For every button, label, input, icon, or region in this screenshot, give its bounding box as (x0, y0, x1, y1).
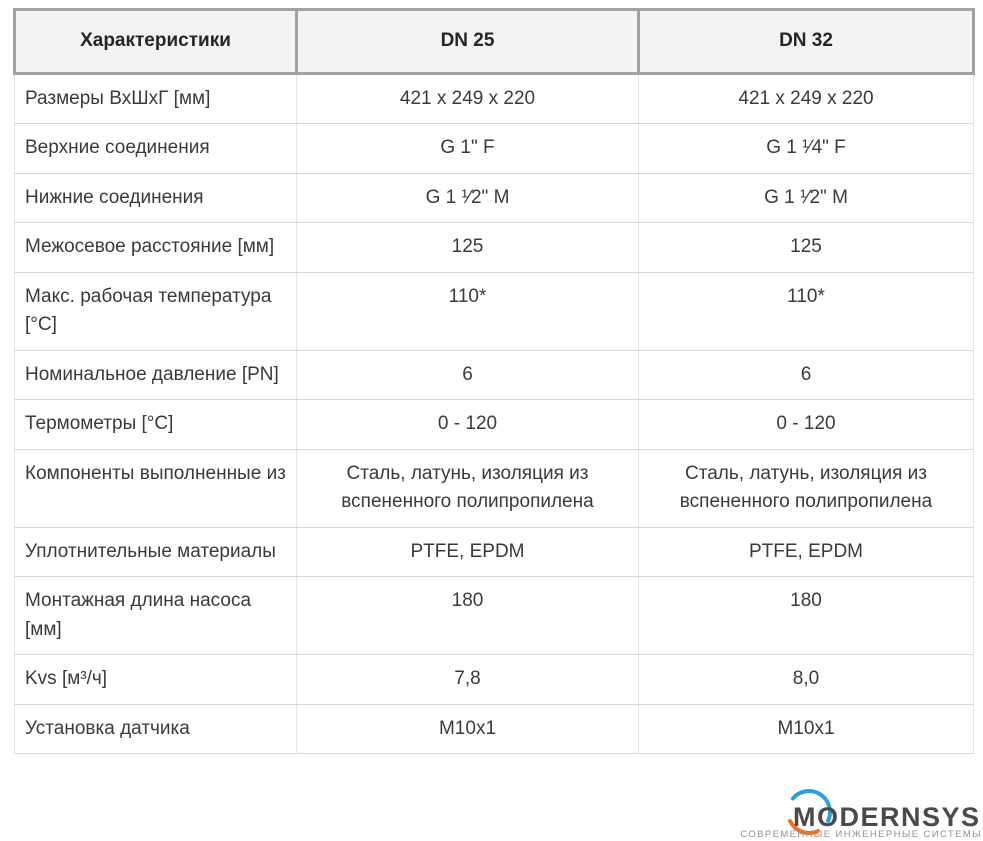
row-label: Макс. рабочая температура [°C] (14, 271, 297, 351)
value-dn25: 0 - 120 (296, 399, 639, 450)
header-cell-dn32: DN 32 (637, 8, 975, 75)
spec-row: Монтажная длина насоса [мм] 180 180 (14, 576, 974, 655)
spec-row: Kvs [м³/ч] 7,8 8,0 (14, 654, 974, 705)
value-dn25: Сталь, латунь, изоляция из вспененного п… (296, 448, 639, 528)
row-label: Межосевое расстояние [мм] (14, 222, 297, 273)
spec-row: Установка датчика M10x1 M10x1 (14, 703, 974, 754)
spec-row: Компоненты выполненные из Сталь, латунь, … (14, 448, 974, 528)
row-label: Размеры ВхШхГ [мм] (14, 72, 297, 124)
header-row: Характеристики DN 25 DN 32 (13, 8, 975, 75)
spec-row: Уплотнительные материалы PTFE, EPDM PTFE, … (14, 526, 974, 577)
spec-table-body: Размеры ВхШхГ [мм] 421 x 249 x 220 421 x 2… (14, 72, 974, 754)
watermark-brand-text: MODERNSYS (793, 802, 981, 832)
row-label: Компоненты выполненные из (14, 448, 297, 528)
row-label: Термометры [°C] (14, 399, 297, 450)
value-dn32: 8,0 (638, 654, 974, 705)
value-dn25: G 1 ¹⁄2" M (296, 172, 639, 223)
value-dn25: 7,8 (296, 654, 639, 705)
row-label: Монтажная длина насоса [мм] (14, 576, 297, 655)
value-dn32: 180 (638, 576, 974, 655)
value-dn32: G 1 ¹⁄4" F (638, 123, 974, 174)
watermark-tagline-text: СОВРЕМЕННЫЕ ИНЖЕНЕРНЫЕ СИСТЕМЫ (740, 829, 982, 840)
header-cell-dn25: DN 25 (295, 8, 640, 75)
row-label: Номинальное давление [PN] (14, 349, 297, 400)
row-label: Kvs [м³/ч] (14, 654, 297, 705)
modernsys-watermark: MODERNSYS СОВРЕМЕННЫЕ ИНЖЕНЕРНЫЕ СИСТЕМЫ (740, 789, 983, 841)
value-dn25: PTFE, EPDM (296, 526, 639, 577)
value-dn25: 6 (296, 349, 639, 400)
row-label: Установка датчика (14, 703, 297, 754)
spec-row: Номинальное давление [PN] 6 6 (14, 349, 974, 400)
spec-table-header: Характеристики DN 25 DN 32 (13, 8, 975, 75)
value-dn25: 180 (296, 576, 639, 655)
value-dn32: 421 x 249 x 220 (638, 72, 974, 124)
spec-row: Размеры ВхШхГ [мм] 421 x 249 x 220 421 x 2… (14, 72, 974, 124)
value-dn32: 110* (638, 271, 974, 351)
value-dn25: 110* (296, 271, 639, 351)
value-dn32: 0 - 120 (638, 399, 974, 450)
value-dn32: PTFE, EPDM (638, 526, 974, 577)
value-dn25: G 1" F (296, 123, 639, 174)
header-cell-characteristics: Характеристики (13, 8, 298, 75)
spec-row: Термометры [°C] 0 - 120 0 - 120 (14, 399, 974, 450)
spec-row: Межосевое расстояние [мм] 125 125 (14, 222, 974, 273)
spec-row: Макс. рабочая температура [°C] 110* 110* (14, 271, 974, 351)
value-dn25: 421 x 249 x 220 (296, 72, 639, 124)
value-dn32: Сталь, латунь, изоляция из вспененного п… (638, 448, 974, 528)
row-label: Нижние соединения (14, 172, 297, 223)
value-dn32: M10x1 (638, 703, 974, 754)
value-dn32: 6 (638, 349, 974, 400)
value-dn25: M10x1 (296, 703, 639, 754)
value-dn32: G 1 ¹⁄2" M (638, 172, 974, 223)
spec-table: Характеристики DN 25 DN 32 Размеры ВхШхГ… (13, 8, 975, 754)
row-label: Уплотнительные материалы (14, 526, 297, 577)
modernsys-ring-icon (788, 789, 832, 835)
value-dn25: 125 (296, 222, 639, 273)
row-label: Верхние соединения (14, 123, 297, 174)
value-dn32: 125 (638, 222, 974, 273)
